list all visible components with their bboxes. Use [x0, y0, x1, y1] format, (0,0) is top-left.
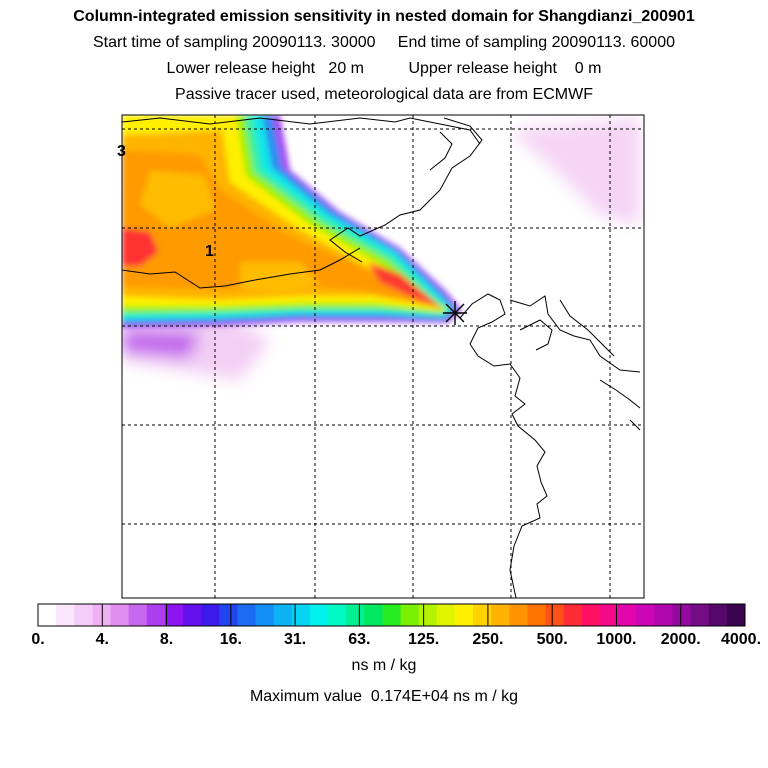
colorbar-tick-label: 16.: [219, 631, 242, 648]
colorbar-segment: [291, 604, 311, 626]
colorbar-segment: [400, 604, 420, 626]
release-site-star-icon: [443, 301, 467, 325]
colorbar-segment: [364, 604, 383, 626]
maximum-value-label: Maximum value 0.174E+04 ns m / kg: [249, 688, 519, 705]
colorbar-segment: [491, 604, 510, 626]
colorbar-segment: [128, 604, 148, 626]
colorbar-segment: [382, 604, 401, 626]
colorbar-tick-label: 1000.: [596, 631, 637, 648]
colorbar-segment: [110, 604, 130, 626]
tracer-info-line: Passive tracer used, meteorological data…: [175, 86, 593, 103]
colorbar-segment: [164, 604, 184, 626]
colorbar-frame: [37, 603, 746, 627]
colorbar-tick-label: 2000.: [660, 631, 701, 648]
colorbar-segment: [454, 604, 474, 626]
colorbar-segment: [74, 604, 93, 626]
colorbar-units: ns m / kg: [351, 657, 417, 674]
colorbar-segment: [92, 604, 111, 626]
sensitivity-field: [122, 115, 640, 380]
colorbar-segment: [636, 604, 655, 626]
colorbar-tick-label: 0.: [31, 631, 45, 648]
colorbar-segment: [563, 604, 583, 626]
colorbar-segment: [328, 604, 347, 626]
colorbar-segment: [219, 604, 238, 626]
colorbar-segment: [346, 604, 365, 626]
coastlines: [122, 117, 641, 598]
sampling-time-line: Start time of sampling 20090113. 30000 E…: [92, 34, 675, 51]
colorbar-segment: [56, 604, 75, 626]
colorbar-segment: [146, 604, 166, 626]
plume-core: [122, 115, 462, 328]
colorbar-segment: [690, 604, 710, 626]
contour-label: 3: [117, 143, 126, 160]
colorbar-segment: [309, 604, 329, 626]
contour-label: 1: [205, 243, 214, 260]
colorbar-segment: [237, 604, 256, 626]
colorbar-segment: [38, 604, 57, 626]
colorbar-segment: [654, 604, 673, 626]
colorbar-tick-label: 125.: [408, 631, 440, 648]
colorbar-segment: [545, 604, 565, 626]
colorbar-segment: [581, 604, 601, 626]
colorbar-segment: [473, 604, 492, 626]
colorbar-segment: [436, 604, 456, 626]
colorbar-tick-label: 4.: [95, 631, 109, 648]
colorbar-segment: [273, 604, 293, 626]
colorbar-segment: [708, 604, 728, 626]
colorbar-segment: [618, 604, 637, 626]
plume-low-values: [122, 118, 640, 380]
colorbar-tick-label: 250.: [472, 631, 504, 648]
graticule: [122, 115, 644, 598]
colorbar-segment: [418, 604, 438, 626]
colorbar-segment: [726, 604, 746, 626]
colorbar-segment: [183, 604, 202, 626]
colorbar: [37, 603, 746, 627]
colorbar-tick-label: 8.: [159, 631, 174, 648]
colorbar-segment: [599, 604, 619, 626]
plot-title: Column-integrated emission sensitivity i…: [73, 8, 695, 25]
colorbar-segment: [255, 604, 275, 626]
colorbar-tick-label: 4000.: [720, 631, 762, 648]
colorbar-segment: [201, 604, 220, 626]
colorbar-tick-label: 31.: [283, 631, 307, 648]
release-height-line: Lower release height 20 m Upper release …: [166, 60, 602, 77]
colorbar-segment: [509, 604, 528, 626]
colorbar-tick-label: 63.: [348, 631, 371, 648]
colorbar-segment: [527, 604, 546, 626]
map-frame: [121, 114, 645, 599]
colorbar-segment: [672, 604, 692, 626]
colorbar-tick-label: 500.: [536, 631, 568, 648]
